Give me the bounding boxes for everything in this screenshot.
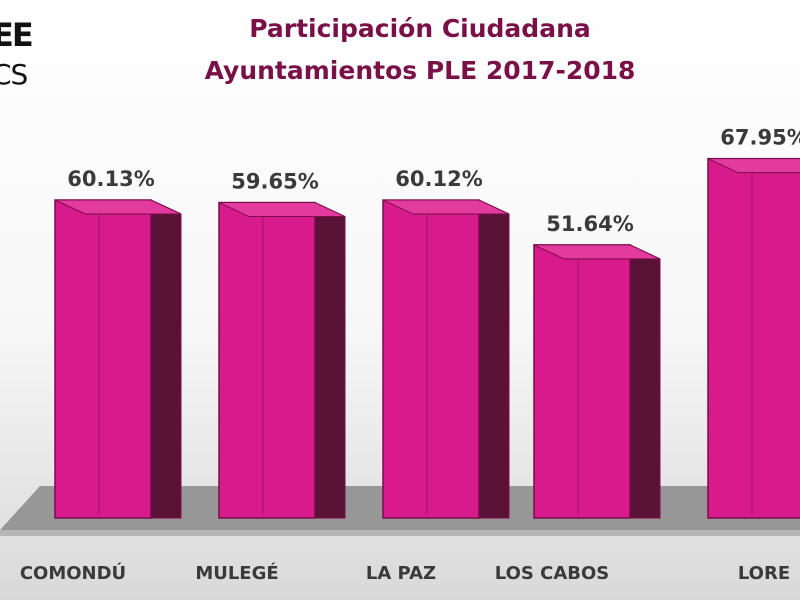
logo-line-2: CS — [0, 58, 28, 91]
bar-top-mulege — [218, 202, 346, 218]
bar-loreto — [707, 157, 800, 519]
category-label-mulege: MULEGÉ — [195, 562, 278, 584]
category-label-loreto: LORE — [738, 563, 790, 584]
data-label-la-paz: 60.12% — [395, 167, 482, 191]
organization-logo: EE CS — [0, 12, 52, 92]
bar-side-los-cabos — [629, 244, 661, 519]
chart-title: Participación Ciudadana — [249, 14, 591, 43]
chart-floor-edge — [0, 530, 800, 536]
chart-subtitle: Ayuntamientos PLE 2017-2018 — [204, 56, 636, 85]
bar-top-la-paz — [382, 199, 510, 215]
logo-line-1: EE — [0, 16, 34, 54]
bar-top-comondu — [54, 199, 182, 215]
data-label-loreto: 67.95% — [720, 126, 800, 150]
bar-la-paz — [382, 199, 480, 519]
bar-side-la-paz — [478, 199, 510, 519]
bar-los-cabos — [533, 244, 631, 519]
data-label-mulege: 59.65% — [231, 170, 318, 194]
bar-comondu — [54, 199, 152, 519]
data-label-comondu: 60.13% — [67, 167, 154, 191]
category-label-comondu: COMONDÚ — [20, 562, 126, 584]
category-label-los-cabos: LOS CABOS — [495, 563, 610, 584]
bar-top-los-cabos — [533, 244, 661, 260]
data-label-los-cabos: 51.64% — [546, 212, 633, 236]
bar-side-mulege — [314, 201, 346, 519]
bar-side-comondu — [150, 199, 182, 519]
category-label-la-paz: LA PAZ — [366, 563, 436, 584]
bar-mulege — [218, 201, 316, 519]
bar-top-loreto — [707, 158, 800, 174]
